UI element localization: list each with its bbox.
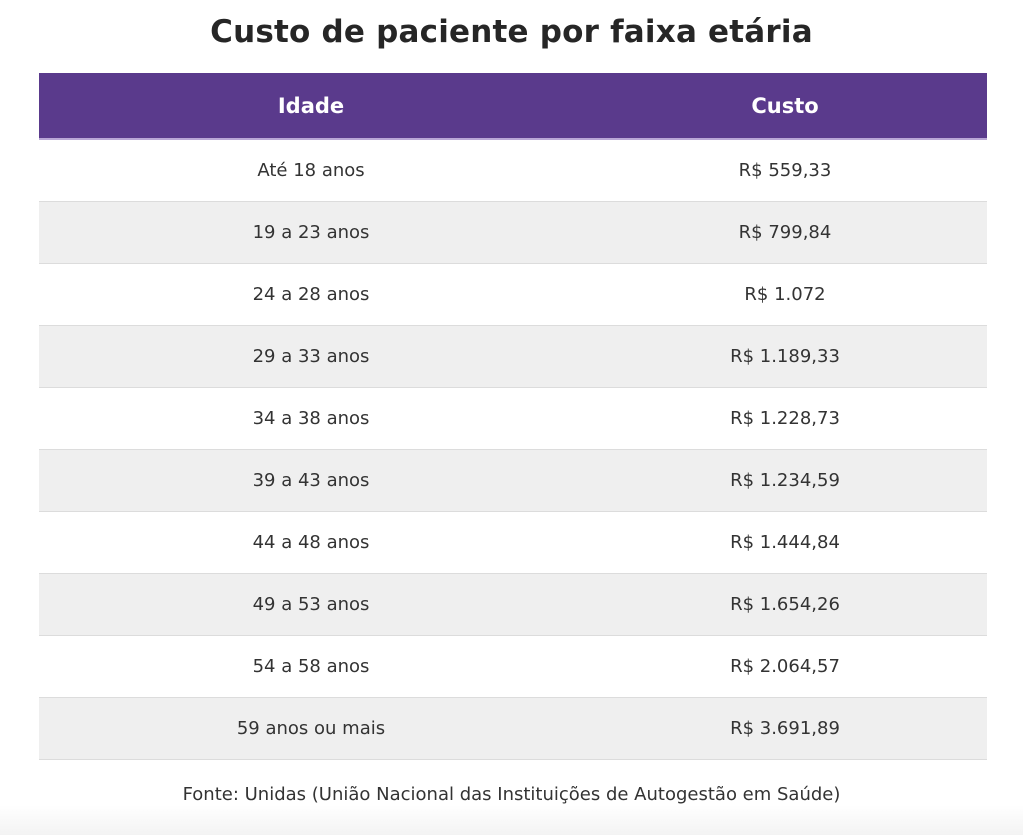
cost-cell: R$ 2.064,57: [583, 635, 987, 698]
table-row: 59 anos ou mais R$ 3.691,89: [39, 697, 987, 760]
cost-cell: R$ 1.228,73: [583, 387, 987, 450]
age-cell: 24 a 28 anos: [39, 263, 583, 326]
age-cell: 34 a 38 anos: [39, 387, 583, 450]
cost-cell: R$ 1.654,26: [583, 573, 987, 636]
cost-cell: R$ 1.072: [583, 263, 987, 326]
table-row: 34 a 38 anos R$ 1.228,73: [39, 387, 987, 450]
table-row: Até 18 anos R$ 559,33: [39, 139, 987, 202]
age-cell: 39 a 43 anos: [39, 449, 583, 512]
table-row: 49 a 53 anos R$ 1.654,26: [39, 573, 987, 636]
age-cell: 29 a 33 anos: [39, 325, 583, 388]
table-row: 19 a 23 anos R$ 799,84: [39, 201, 987, 264]
table-row: 29 a 33 anos R$ 1.189,33: [39, 325, 987, 388]
header-row: Idade Custo: [39, 73, 987, 140]
cost-cell: R$ 1.234,59: [583, 449, 987, 512]
page-title: Custo de paciente por faixa etária: [210, 14, 813, 50]
age-cell: 44 a 48 anos: [39, 511, 583, 574]
column-header-custo: Custo: [583, 73, 987, 140]
cost-cell: R$ 799,84: [583, 201, 987, 264]
cost-cell: R$ 1.444,84: [583, 511, 987, 574]
table-body: Até 18 anos R$ 559,33 19 a 23 anos R$ 79…: [39, 139, 987, 760]
cost-cell: R$ 3.691,89: [583, 697, 987, 760]
cost-cell: R$ 559,33: [583, 139, 987, 202]
column-header-idade: Idade: [39, 73, 583, 140]
age-cell: Até 18 anos: [39, 139, 583, 202]
table-row: 54 a 58 anos R$ 2.064,57: [39, 635, 987, 698]
cost-cell: R$ 1.189,33: [583, 325, 987, 388]
age-cell: 54 a 58 anos: [39, 635, 583, 698]
age-cell: 59 anos ou mais: [39, 697, 583, 760]
table-row: 39 a 43 anos R$ 1.234,59: [39, 449, 987, 512]
cost-table: Idade Custo Até 18 anos R$ 559,33 19 a 2…: [39, 73, 987, 760]
age-cell: 19 a 23 anos: [39, 201, 583, 264]
table-row: 44 a 48 anos R$ 1.444,84: [39, 511, 987, 574]
table-row: 24 a 28 anos R$ 1.072: [39, 263, 987, 326]
age-cell: 49 a 53 anos: [39, 573, 583, 636]
table-header: Idade Custo: [39, 73, 987, 140]
source-note: Fonte: Unidas (União Nacional das Instit…: [182, 784, 841, 805]
